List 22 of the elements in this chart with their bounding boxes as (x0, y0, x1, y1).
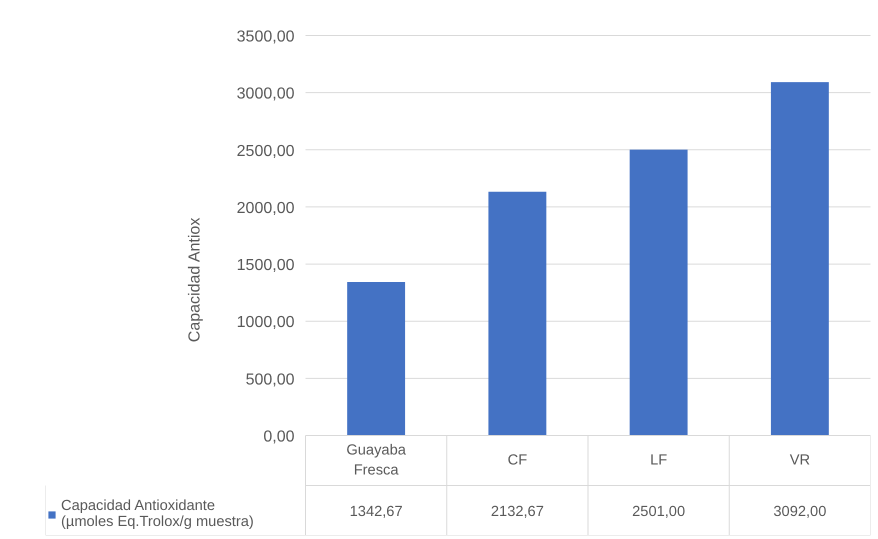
data-label: 2501,00 (632, 504, 686, 520)
bar (770, 82, 829, 436)
x-tick-label: CF (508, 452, 528, 468)
bar (347, 282, 406, 436)
y-tick-label: 3000,00 (236, 86, 295, 103)
bar (630, 150, 688, 436)
legend-label: Capacidad Antioxidante (µmoles Eq.Trolox/g muestra) (61, 497, 254, 531)
y-tick-label: 500,00 (246, 371, 295, 388)
data-label: 1342,67 (350, 504, 403, 520)
y-tick-label: 2500,00 (236, 142, 295, 160)
y-tick-label: 1000,00 (236, 314, 295, 332)
bar (488, 192, 546, 436)
y-axis-title: Capacidad Antiox (186, 218, 204, 342)
data-label: 2132,67 (490, 504, 544, 520)
y-tick-label: 1500,00 (236, 257, 295, 274)
data-label: 3092,00 (773, 504, 826, 520)
x-tick-label: VR (790, 452, 810, 468)
y-tick-label: 2000,00 (236, 200, 295, 217)
x-tick-label: Guayaba Fresca (346, 442, 407, 478)
x-tick-label: LF (650, 452, 668, 468)
y-tick-label: 3500,00 (236, 28, 295, 46)
y-tick-label: 0,00 (263, 428, 295, 446)
